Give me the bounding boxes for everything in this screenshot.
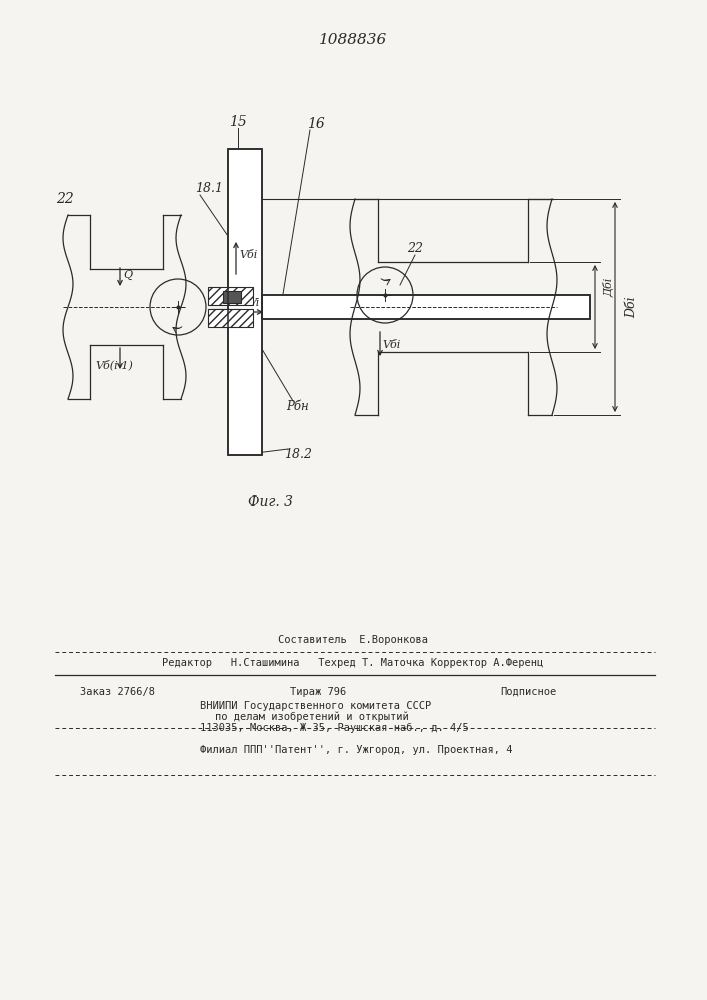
Text: Vбi: Vбi xyxy=(239,250,257,260)
Text: 16: 16 xyxy=(307,117,325,131)
Text: Фиг. 3: Фиг. 3 xyxy=(247,495,293,509)
Text: Vбi: Vбi xyxy=(382,340,400,350)
Bar xyxy=(228,149,262,455)
Text: 22: 22 xyxy=(407,242,423,255)
Bar xyxy=(208,309,253,327)
Text: Составитель  Е.Воронкова: Составитель Е.Воронкова xyxy=(278,635,428,645)
Bar xyxy=(228,149,262,455)
Text: Редактор   Н.Сташимина   Техред Т. Маточка Корректор А.Ференц: Редактор Н.Сташимина Техред Т. Маточка К… xyxy=(163,658,544,668)
Text: Тираж 796: Тираж 796 xyxy=(290,687,346,697)
Text: Vi: Vi xyxy=(248,298,259,308)
Text: Подписное: Подписное xyxy=(500,687,556,697)
Text: Vб(i-1): Vб(i-1) xyxy=(95,360,133,370)
Text: 22: 22 xyxy=(56,192,74,206)
Text: 18.1: 18.1 xyxy=(195,182,223,196)
Text: 113035, Москва, Ж-35, Раушская наб., д. 4/5: 113035, Москва, Ж-35, Раушская наб., д. … xyxy=(200,723,469,733)
Bar xyxy=(262,295,590,319)
Text: Dбi: Dбi xyxy=(625,296,638,318)
Bar xyxy=(212,309,240,325)
Bar xyxy=(223,291,241,303)
Text: 1088836: 1088836 xyxy=(319,33,387,47)
Text: Филиал ППП''Патент'', г. Ужгород, ул. Проектная, 4: Филиал ППП''Патент'', г. Ужгород, ул. Пр… xyxy=(200,745,513,755)
Text: ВНИИПИ Государственного комитета СССР: ВНИИПИ Государственного комитета СССР xyxy=(200,701,431,711)
Text: Заказ 2766/8: Заказ 2766/8 xyxy=(80,687,155,697)
Bar xyxy=(262,295,590,319)
Text: по делам изобретений и открытий: по делам изобретений и открытий xyxy=(215,712,409,722)
Text: 18.2: 18.2 xyxy=(284,448,312,462)
Text: 15: 15 xyxy=(229,115,247,129)
Text: Дбi: Дбi xyxy=(603,277,614,297)
Text: Pбн: Pбн xyxy=(286,400,310,414)
Text: Q: Q xyxy=(123,270,132,280)
Bar xyxy=(208,287,253,305)
